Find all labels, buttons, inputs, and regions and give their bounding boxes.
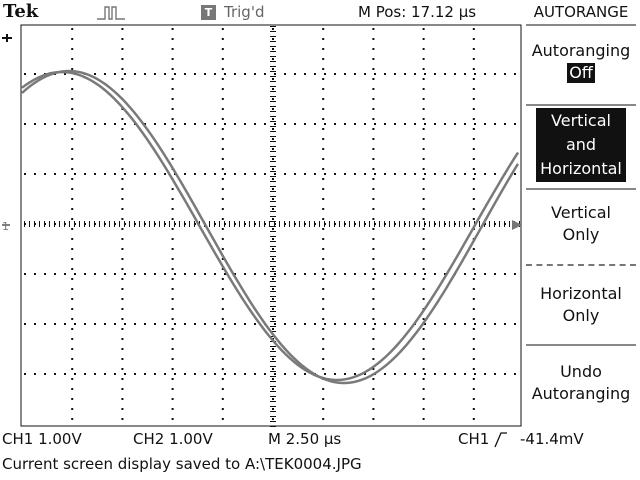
ch2-trace [21, 69, 520, 385]
status-message: Current screen display saved to A:\TEK00… [2, 455, 362, 473]
timebase: M 2.50 µs [268, 430, 342, 448]
menu-divider [526, 264, 636, 266]
top-status-bar: Tek T Trig'd M Pos: 17.12 µs [0, 0, 522, 24]
vertical-only-option[interactable]: Vertical Only [522, 202, 640, 246]
autoranging-label: Autoranging [531, 41, 631, 60]
option-label: Vertical [551, 203, 611, 222]
option-label: Horizontal [540, 159, 622, 178]
option-label: Vertical [551, 111, 611, 130]
option-label: Only [562, 225, 600, 244]
ch2-scale: CH2 1.00V [133, 430, 213, 448]
menu-divider [526, 344, 636, 346]
ch1-scale: CH1 1.00V [2, 430, 82, 448]
channel-status-bar: CH1 1.00V CH2 1.00V M 2.50 µs CH1 -41.4m… [0, 428, 640, 452]
acquisition-pulse-icon [97, 6, 125, 20]
option-label: Only [562, 306, 600, 325]
trigger-status: Trig'd [224, 3, 265, 21]
rising-edge-icon [494, 432, 507, 448]
vertical-and-horizontal-option[interactable]: Vertical and Horizontal [522, 108, 640, 182]
option-label: and [565, 135, 597, 154]
autoranging-value: Off [567, 63, 595, 83]
option-label: Autoranging [531, 384, 631, 403]
menu-divider [526, 24, 636, 26]
ch1-trace [21, 70, 520, 382]
brand-logo: Tek [3, 1, 39, 22]
trigger-level: -41.4mV [520, 430, 584, 448]
autoranging-toggle[interactable]: Autoranging Off [522, 40, 640, 84]
option-label: Horizontal [540, 284, 622, 303]
ch1-marker: 1 [2, 34, 12, 233]
undo-autoranging-option[interactable]: Undo Autoranging [522, 361, 640, 405]
trigger-badge: T [201, 5, 216, 20]
horizontal-position-readout: M Pos: 17.12 µs [358, 3, 477, 21]
waveform-display: 1 [0, 24, 522, 428]
side-menu: AUTORANGE Autoranging Off Vertical and H… [522, 0, 640, 428]
horizontal-only-option[interactable]: Horizontal Only [522, 283, 640, 327]
option-label: Undo [560, 362, 602, 381]
menu-divider [526, 104, 636, 106]
menu-divider [526, 188, 636, 190]
trigger-source: CH1 [458, 430, 490, 448]
trigger-level-marker [512, 220, 522, 230]
menu-title: AUTORANGE [533, 3, 629, 21]
ground-marker: 1 [2, 220, 9, 233]
